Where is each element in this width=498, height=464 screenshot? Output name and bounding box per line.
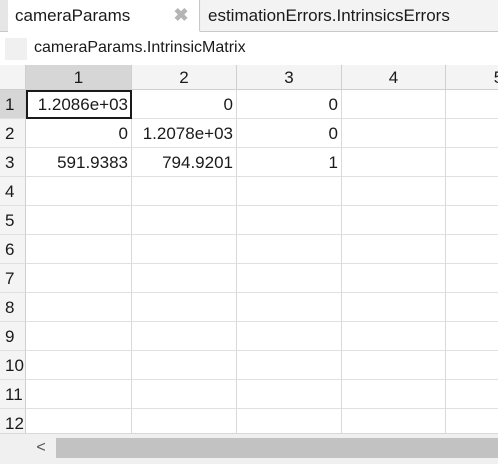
cell-r5-c3[interactable] (237, 206, 342, 235)
cell-r8-c2[interactable] (132, 293, 237, 322)
cell-r1-c5[interactable] (446, 90, 498, 119)
cell-r6-c4[interactable] (342, 235, 446, 264)
cell-r11-c5[interactable] (446, 380, 498, 409)
cell-r4-c1[interactable] (26, 177, 132, 206)
cell-r12-c1[interactable] (26, 409, 132, 433)
cell-r10-c3[interactable] (237, 351, 342, 380)
cell-r9-c2[interactable] (132, 322, 237, 351)
cell-r1-c3[interactable]: 0 (237, 90, 342, 119)
cell-r1-c2[interactable]: 0 (132, 90, 237, 119)
cell-r10-c5[interactable] (446, 351, 498, 380)
matrix-icon (5, 38, 27, 60)
cell-r1-c1[interactable]: 1.2086e+03 (26, 90, 132, 119)
variable-path-bar: cameraParams.IntrinsicMatrix (0, 32, 498, 66)
cell-r6-c3[interactable] (237, 235, 342, 264)
cell-r5-c2[interactable] (132, 206, 237, 235)
row-header-1[interactable]: 1 (0, 90, 26, 119)
row-header-12[interactable]: 12 (0, 409, 26, 433)
cell-r8-c3[interactable] (237, 293, 342, 322)
cell-r11-c1[interactable] (26, 380, 132, 409)
cell-r5-c4[interactable] (342, 206, 446, 235)
cell-r7-c5[interactable] (446, 264, 498, 293)
row-header-3[interactable]: 3 (0, 148, 26, 177)
variable-grid[interactable]: 1 2 3 4 5 1 2 3 4 5 6 7 8 9 10 11 12 1.2… (0, 65, 498, 433)
cell-r4-c4[interactable] (342, 177, 446, 206)
tab-label: estimationErrors.IntrinsicsErrors (208, 5, 450, 25)
cell-r2-c5[interactable] (446, 119, 498, 148)
variable-name: cameraParams.IntrinsicMatrix (34, 39, 246, 56)
cell-r7-c1[interactable] (26, 264, 132, 293)
cell-r12-c3[interactable] (237, 409, 342, 433)
cell-r4-c3[interactable] (237, 177, 342, 206)
cell-r5-c5[interactable] (446, 206, 498, 235)
cell-r7-c2[interactable] (132, 264, 237, 293)
row-header-6[interactable]: 6 (0, 235, 26, 264)
cell-r8-c5[interactable] (446, 293, 498, 322)
row-header-7[interactable]: 7 (0, 264, 26, 293)
cell-r9-c4[interactable] (342, 322, 446, 351)
cell-r9-c5[interactable] (446, 322, 498, 351)
cell-r1-c4[interactable] (342, 90, 446, 119)
cell-r2-c2[interactable]: 1.2078e+03 (132, 119, 237, 148)
column-header-2[interactable]: 2 (132, 65, 237, 90)
row-header-5[interactable]: 5 (0, 206, 26, 235)
row-header-4[interactable]: 4 (0, 177, 26, 206)
cell-r12-c4[interactable] (342, 409, 446, 433)
tab-cameraparams[interactable]: cameraParams ✖ (8, 0, 200, 32)
cell-r11-c3[interactable] (237, 380, 342, 409)
cell-r3-c1[interactable]: 591.9383 (26, 148, 132, 177)
cell-r2-c1[interactable]: 0 (26, 119, 132, 148)
cell-r2-c4[interactable] (342, 119, 446, 148)
scrollbar-thumb[interactable] (56, 438, 498, 458)
cell-r3-c3[interactable]: 1 (237, 148, 342, 177)
cell-r5-c1[interactable] (26, 206, 132, 235)
cell-r3-c5[interactable] (446, 148, 498, 177)
cell-r8-c1[interactable] (26, 293, 132, 322)
cell-r6-c1[interactable] (26, 235, 132, 264)
cell-r11-c4[interactable] (342, 380, 446, 409)
column-header-1[interactable]: 1 (26, 65, 132, 90)
close-icon[interactable]: ✖ (173, 5, 189, 25)
cell-r3-c4[interactable] (342, 148, 446, 177)
grid-corner[interactable] (0, 65, 26, 90)
column-header-5[interactable]: 5 (446, 65, 498, 90)
column-header-4[interactable]: 4 (342, 65, 446, 90)
scroll-left-icon[interactable]: < (36, 439, 46, 456)
row-header-11[interactable]: 11 (0, 380, 26, 409)
cell-r4-c2[interactable] (132, 177, 237, 206)
cell-r6-c5[interactable] (446, 235, 498, 264)
cell-r7-c4[interactable] (342, 264, 446, 293)
cell-r6-c2[interactable] (132, 235, 237, 264)
row-header-8[interactable]: 8 (0, 293, 26, 322)
document-tab-bar: cameraParams ✖ estimationErrors.Intrinsi… (0, 0, 498, 32)
tab-label: cameraParams (15, 5, 131, 25)
row-header-2[interactable]: 2 (0, 119, 26, 148)
cell-r11-c2[interactable] (132, 380, 237, 409)
cell-r3-c2[interactable]: 794.9201 (132, 148, 237, 177)
cell-r4-c5[interactable] (446, 177, 498, 206)
row-header-9[interactable]: 9 (0, 322, 26, 351)
cell-r10-c2[interactable] (132, 351, 237, 380)
cell-r12-c2[interactable] (132, 409, 237, 433)
cell-r2-c3[interactable]: 0 (237, 119, 342, 148)
cell-r8-c4[interactable] (342, 293, 446, 322)
cell-r10-c1[interactable] (26, 351, 132, 380)
column-header-3[interactable]: 3 (237, 65, 342, 90)
tab-estimationerrors-intrinsicserrors[interactable]: estimationErrors.IntrinsicsErrors (201, 0, 498, 31)
horizontal-scrollbar[interactable]: < (0, 433, 498, 464)
cell-r9-c1[interactable] (26, 322, 132, 351)
cell-r12-c5[interactable] (446, 409, 498, 433)
cell-r7-c3[interactable] (237, 264, 342, 293)
row-header-10[interactable]: 10 (0, 351, 26, 380)
cell-r9-c3[interactable] (237, 322, 342, 351)
cell-r10-c4[interactable] (342, 351, 446, 380)
